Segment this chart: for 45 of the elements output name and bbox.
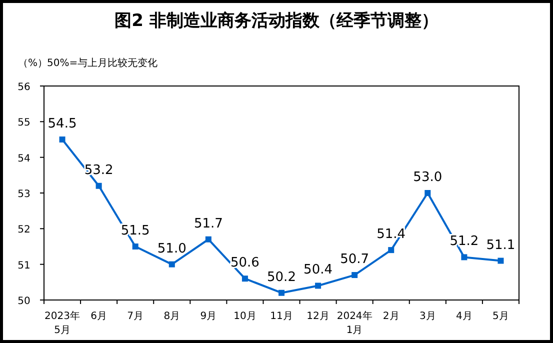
point — [424, 190, 431, 196]
data-label: 50.6 — [230, 256, 260, 271]
x-tick-label: 10月 — [234, 311, 256, 322]
point — [352, 272, 358, 278]
x-tick-label: 9月 — [200, 311, 217, 322]
x-tick-label: 11月 — [270, 311, 293, 322]
data-label: 50.4 — [304, 262, 333, 278]
text: 50%=与上月比较无变化 — [47, 57, 158, 69]
point — [168, 261, 175, 268]
x-tick-label: 5月 — [492, 311, 509, 322]
y-tick-label: 55 — [18, 118, 30, 129]
point — [242, 276, 248, 282]
data-label: 50.2 — [267, 270, 296, 285]
y-axis-title: （%） — [18, 58, 48, 69]
x-tick-label: 2023年 5月 — [44, 310, 80, 336]
point — [461, 254, 468, 260]
x-tick-label: 2024年 1月 — [336, 310, 372, 336]
y-tick-label: 53 — [18, 189, 30, 200]
y-tick-label: 50 — [18, 296, 30, 307]
y-tick-label: 56 — [18, 82, 30, 93]
point — [388, 247, 394, 254]
point — [315, 282, 322, 289]
x-tick-label: 12月 — [306, 311, 330, 322]
point — [96, 182, 102, 189]
x-tick-label: 8月 — [164, 311, 180, 322]
data-label: 51.1 — [486, 238, 516, 253]
data-label: 54.5 — [48, 116, 77, 132]
point — [205, 236, 212, 242]
point — [59, 136, 66, 142]
data-label: 51.0 — [157, 241, 186, 256]
point — [278, 290, 284, 296]
y-tick-label: 52 — [18, 224, 30, 236]
chart-title: 图2 非制造业商务活动指数（经季节调整） — [114, 11, 438, 31]
data-label: 50.7 — [340, 252, 370, 268]
y-tick-label: 51 — [18, 260, 30, 272]
x-tick-label: 4月 — [456, 311, 472, 322]
y-tick-label: 54 — [18, 153, 30, 164]
data-label: 53.0 — [413, 170, 442, 185]
point — [498, 258, 504, 264]
x-tick-label: 7月 — [127, 311, 144, 322]
data-label: 51.7 — [194, 216, 223, 232]
x-tick-label: 6月 — [90, 311, 107, 322]
x-tick-label: 3月 — [419, 311, 436, 322]
point — [132, 244, 138, 250]
x-tick-label: 2月 — [382, 311, 400, 322]
